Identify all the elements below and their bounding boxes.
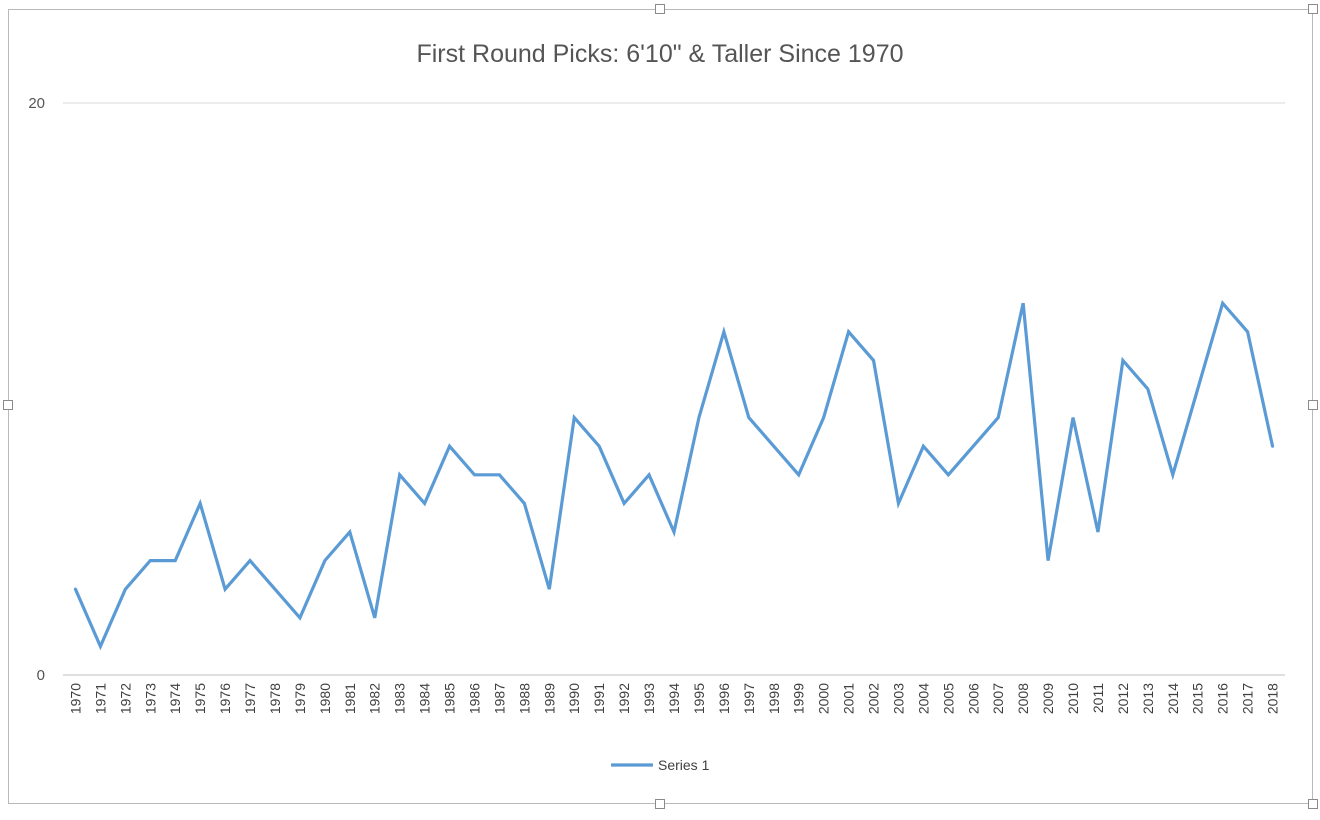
x-tick-label-1999: 1999 — [791, 683, 807, 714]
x-tick-label-2008: 2008 — [1015, 683, 1031, 714]
resize-handle-right[interactable] — [1308, 400, 1318, 410]
x-tick-label-1980: 1980 — [317, 683, 333, 714]
x-tick-label-1983: 1983 — [392, 683, 408, 714]
x-tick-label-2001: 2001 — [841, 683, 857, 714]
x-tick-label-2007: 2007 — [990, 683, 1006, 714]
series-line-1 — [73, 299, 1275, 651]
x-tick-label-1988: 1988 — [516, 683, 532, 714]
x-tick-label-2017: 2017 — [1240, 683, 1256, 714]
x-tick-label-2011: 2011 — [1090, 683, 1106, 713]
x-tick-label-2016: 2016 — [1215, 683, 1231, 714]
x-tick-label-1991: 1991 — [591, 683, 607, 714]
legend[interactable]: Series 1 — [611, 757, 710, 773]
x-tick-label-2004: 2004 — [915, 683, 931, 714]
x-axis-ticks: 1970 1971 1972 1973 1974 1975 1976 1977 1978 1979… — [67, 683, 1280, 714]
x-tick-label-2000: 2000 — [816, 683, 832, 714]
x-tick-label-2018: 2018 — [1265, 683, 1281, 714]
x-tick-label-1986: 1986 — [466, 683, 482, 714]
x-tick-label-2005: 2005 — [940, 683, 956, 714]
x-tick-label-1993: 1993 — [641, 683, 657, 714]
y-tick-label-20: 20 — [28, 95, 45, 112]
x-tick-label-1989: 1989 — [541, 683, 557, 714]
x-tick-label-2002: 2002 — [866, 683, 882, 714]
legend-label-1: Series 1 — [658, 757, 710, 773]
x-tick-label-1977: 1977 — [242, 683, 258, 714]
x-tick-label-1971: 1971 — [92, 683, 108, 714]
chart-title: First Round Picks: 6'10" & Taller Since … — [416, 40, 903, 68]
x-tick-label-1975: 1975 — [192, 683, 208, 714]
resize-handle-left[interactable] — [3, 400, 13, 410]
resize-handle-top-right[interactable] — [1308, 4, 1318, 14]
y-axis-ticks: 0 20 — [28, 95, 45, 684]
x-tick-label-1970: 1970 — [67, 683, 83, 714]
gridlines — [63, 102, 1285, 676]
resize-handle-bottom-right[interactable] — [1308, 799, 1318, 809]
x-tick-label-2006: 2006 — [965, 683, 981, 714]
x-tick-label-2014: 2014 — [1165, 683, 1181, 714]
resize-handle-bottom[interactable] — [655, 799, 665, 809]
x-tick-label-1998: 1998 — [766, 683, 782, 714]
x-tick-label-1994: 1994 — [666, 683, 682, 714]
x-tick-label-1974: 1974 — [167, 683, 183, 714]
x-tick-label-2012: 2012 — [1115, 683, 1131, 714]
x-tick-label-1990: 1990 — [566, 683, 582, 714]
chart-frame — [8, 9, 1313, 804]
resize-handle-top[interactable] — [655, 4, 665, 14]
x-tick-label-2013: 2013 — [1140, 683, 1156, 714]
x-tick-label-1976: 1976 — [217, 683, 233, 714]
x-tick-label-1995: 1995 — [691, 683, 707, 714]
x-tick-label-1981: 1981 — [342, 683, 358, 714]
series-group — [73, 299, 1275, 651]
x-tick-label-1979: 1979 — [292, 683, 308, 714]
x-tick-label-2010: 2010 — [1065, 683, 1081, 714]
x-tick-label-1996: 1996 — [716, 683, 732, 714]
x-tick-label-1997: 1997 — [741, 683, 757, 714]
x-tick-label-1992: 1992 — [616, 683, 632, 714]
x-tick-label-1973: 1973 — [142, 683, 158, 714]
x-tick-label-1972: 1972 — [117, 683, 133, 714]
x-tick-label-1987: 1987 — [491, 683, 507, 714]
x-tick-label-1982: 1982 — [367, 683, 383, 714]
y-tick-label-0: 0 — [37, 667, 45, 684]
x-tick-label-2009: 2009 — [1040, 683, 1056, 714]
x-tick-label-2003: 2003 — [890, 683, 906, 714]
x-tick-label-2015: 2015 — [1190, 683, 1206, 714]
x-tick-label-1978: 1978 — [267, 683, 283, 714]
x-tick-label-1984: 1984 — [417, 683, 433, 714]
x-tick-label-1985: 1985 — [442, 683, 458, 714]
